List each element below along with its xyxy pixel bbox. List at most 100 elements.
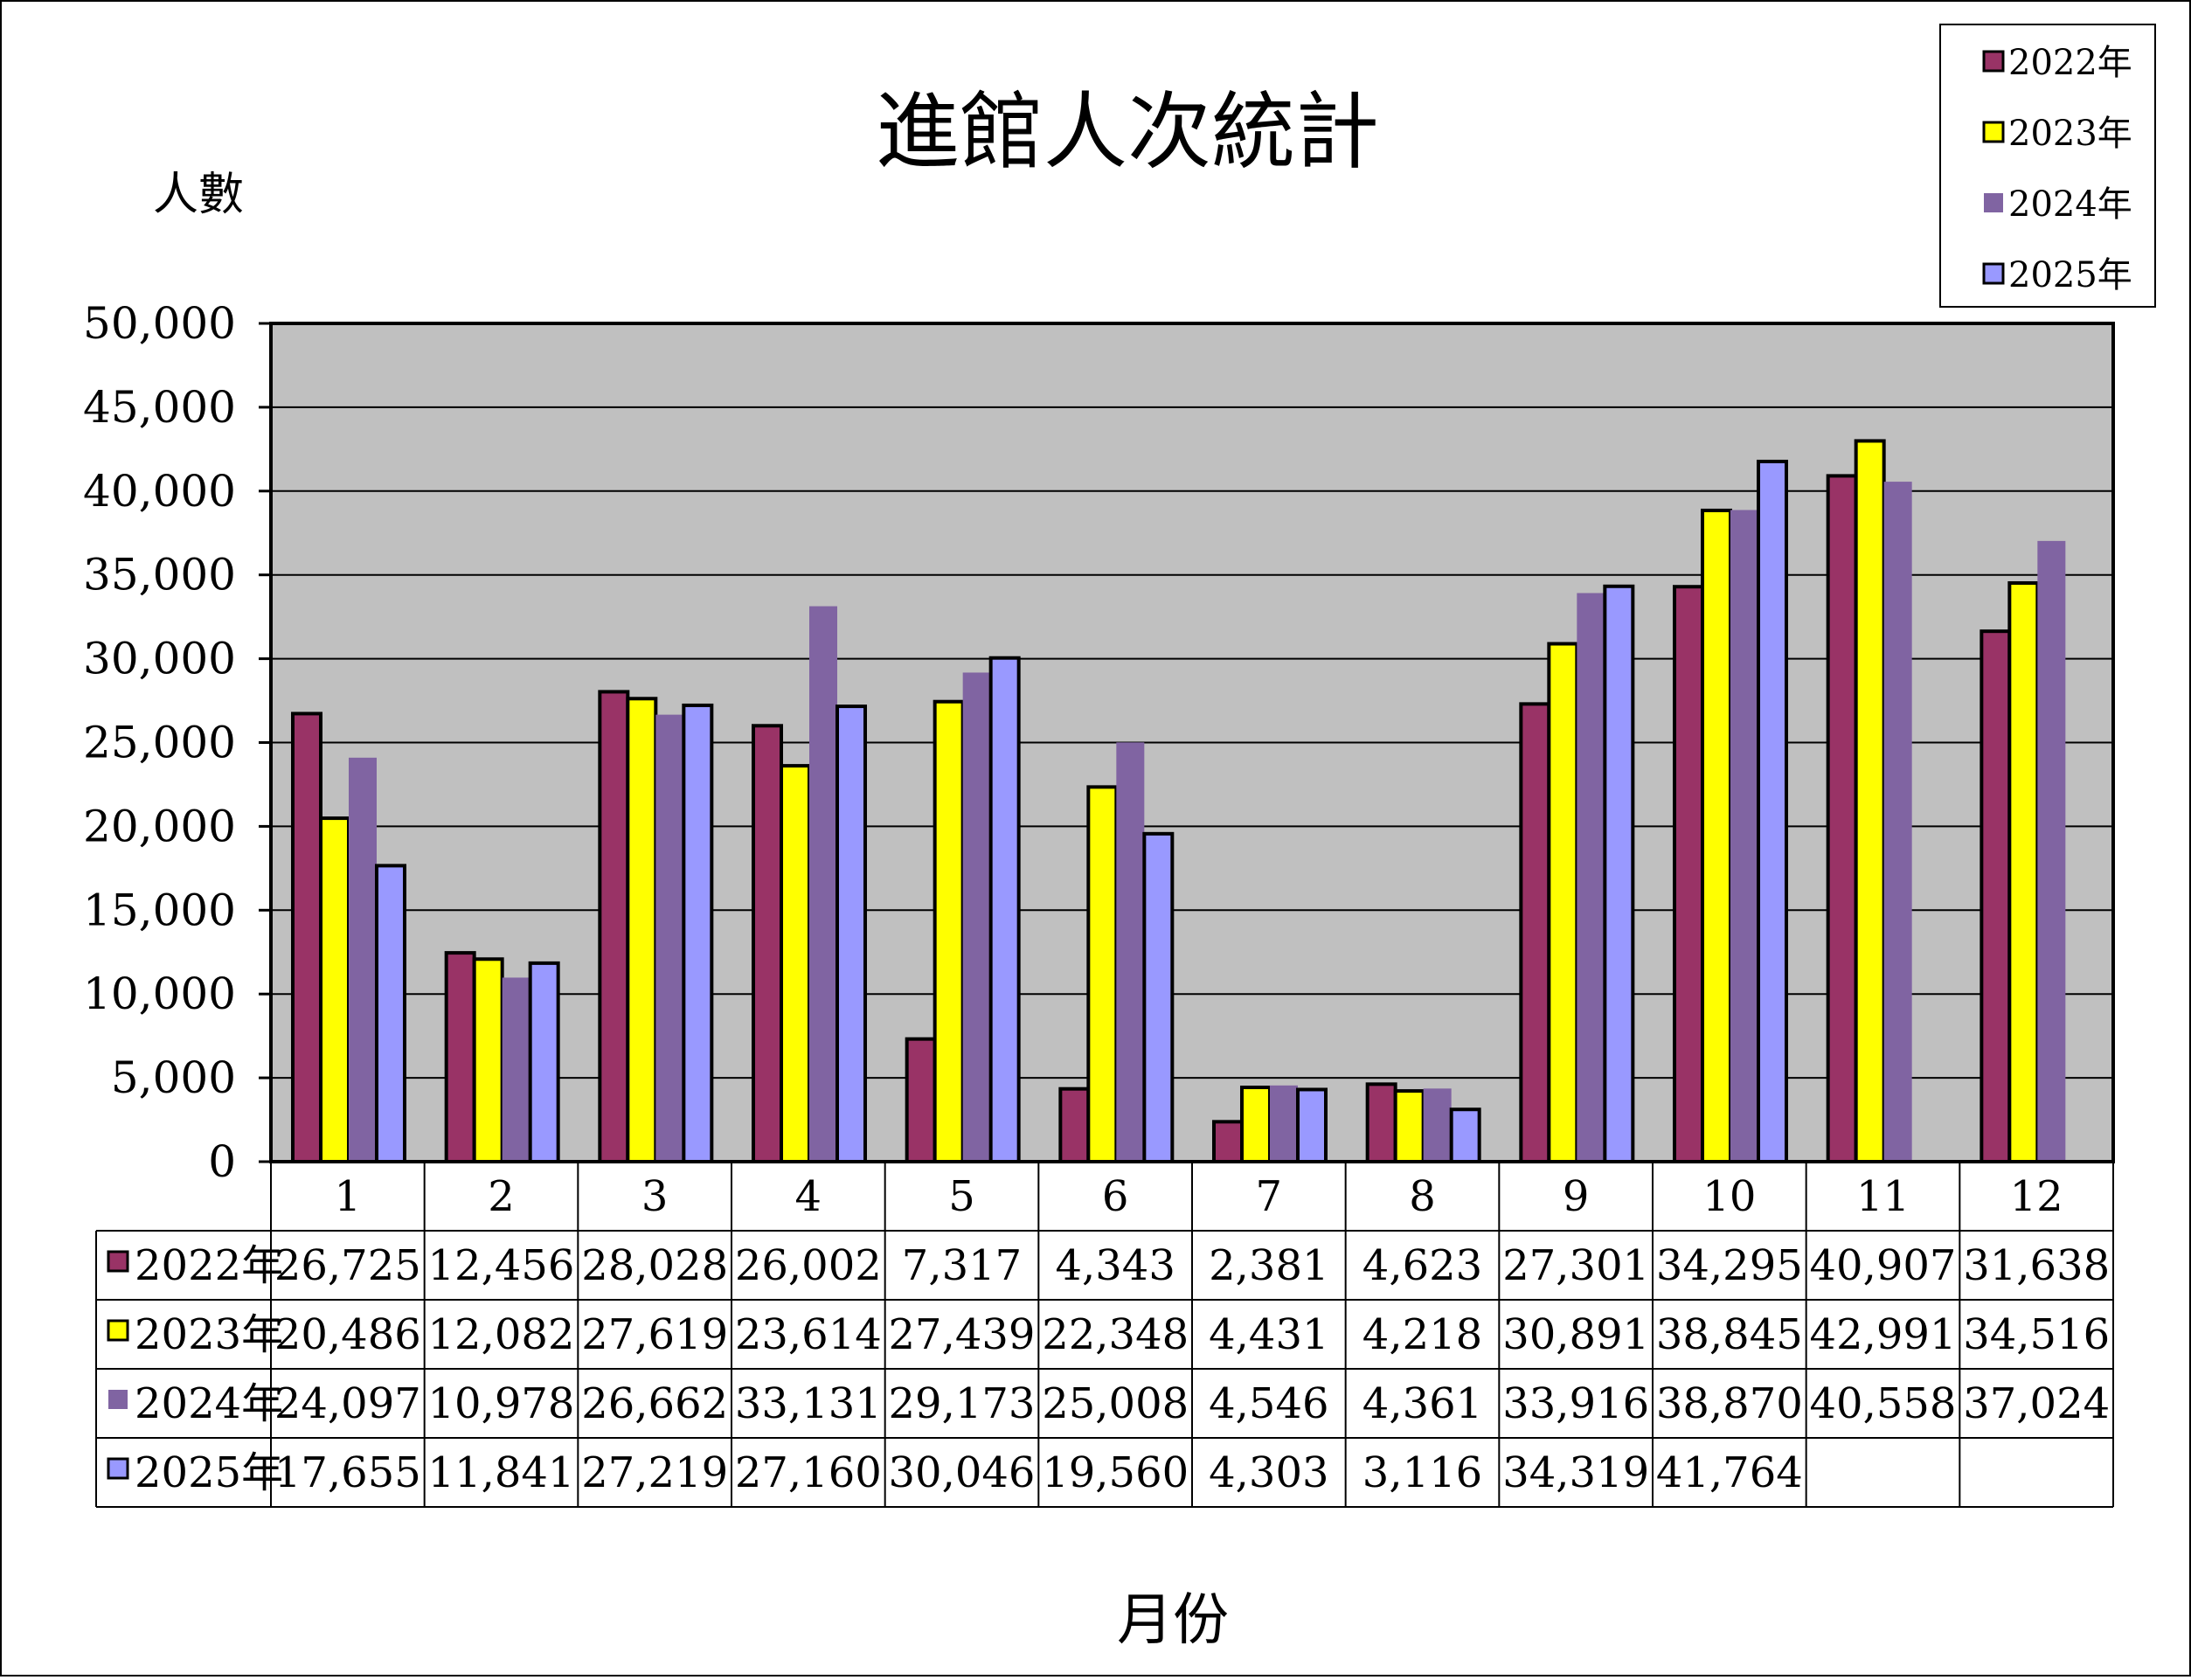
- y-tick-label: 35,000: [83, 550, 236, 600]
- bar: [682, 703, 714, 1163]
- bar: [1577, 593, 1605, 1162]
- bar: [933, 699, 965, 1163]
- legend-label: 2022年: [2008, 43, 2132, 83]
- data-label: 26,725: [274, 1241, 421, 1290]
- data-label: 20,486: [274, 1310, 421, 1359]
- data-label: 10,978: [428, 1379, 575, 1428]
- data-label: 4,546: [1209, 1379, 1328, 1428]
- data-label: 40,907: [1810, 1241, 1957, 1290]
- bar: [2037, 540, 2066, 1162]
- data-label: 27,301: [1502, 1241, 1649, 1290]
- bar: [2007, 580, 2040, 1163]
- table-legend-key: [107, 1457, 129, 1480]
- bar: [1142, 831, 1175, 1163]
- table-legend-key: [107, 1250, 129, 1273]
- x-axis-label: 月份: [1117, 1588, 1229, 1653]
- bar: [1116, 742, 1145, 1162]
- data-label: 17,655: [274, 1448, 421, 1497]
- bar: [291, 712, 322, 1163]
- bar: [780, 764, 811, 1164]
- data-label: 22,348: [1042, 1310, 1189, 1359]
- y-tick-label: 10,000: [83, 968, 236, 1019]
- bar: [1673, 585, 1704, 1163]
- x-tick-label: 2: [488, 1172, 515, 1221]
- bar: [472, 957, 504, 1163]
- bar: [1883, 482, 1912, 1162]
- bar: [1980, 629, 2012, 1163]
- data-label: 40,558: [1810, 1379, 1957, 1428]
- bar: [962, 672, 991, 1162]
- bar: [655, 714, 684, 1162]
- bar: [1519, 702, 1551, 1163]
- table-series-name: 2023年: [135, 1310, 283, 1359]
- data-label: 30,891: [1502, 1310, 1649, 1359]
- x-tick-label: 12: [2010, 1172, 2063, 1221]
- data-label: 26,002: [735, 1241, 882, 1290]
- bar: [349, 757, 377, 1162]
- data-label: 27,219: [581, 1448, 728, 1497]
- bar: [1058, 1086, 1091, 1164]
- bar: [1826, 474, 1858, 1163]
- legend-label: 2024年: [2008, 184, 2132, 225]
- bar: [752, 724, 783, 1163]
- y-axis-label: 人數: [153, 169, 244, 221]
- bar: [809, 606, 837, 1162]
- y-tick-labels: 0 5,000 10,000 15,000 20,000 25,000 30,000 35,0…: [83, 298, 236, 1187]
- bar: [1240, 1086, 1272, 1164]
- data-label: 19,560: [1042, 1448, 1189, 1497]
- y-tick-label: 40,000: [83, 466, 236, 517]
- legend-key: [1982, 121, 2005, 143]
- bar: [502, 977, 530, 1162]
- y-tick-label: 15,000: [83, 885, 236, 935]
- legend: 2022年 2023年 2024年 2025年: [1939, 24, 2156, 308]
- y-tick-label: 30,000: [83, 634, 236, 684]
- x-tick-label: 5: [948, 1172, 975, 1221]
- bar: [1212, 1120, 1244, 1163]
- x-tick-label: 3: [641, 1172, 669, 1221]
- bar: [988, 656, 1021, 1163]
- data-label: 30,046: [889, 1448, 1036, 1497]
- table-series-name: 2025年: [135, 1448, 283, 1497]
- bar: [1270, 1085, 1298, 1162]
- data-label: 27,160: [735, 1448, 882, 1497]
- y-tick-label: 5,000: [111, 1052, 236, 1103]
- bar: [1086, 785, 1119, 1163]
- x-tick-label: 7: [1256, 1172, 1283, 1221]
- bar: [1449, 1107, 1481, 1163]
- y-tick-label: 45,000: [83, 382, 236, 433]
- bar: [905, 1037, 937, 1163]
- legend-key: [1984, 193, 2003, 212]
- bar: [1365, 1082, 1397, 1163]
- legend-key: [1982, 50, 2005, 73]
- table-legend-key: [107, 1319, 129, 1342]
- data-label: 27,439: [889, 1310, 1036, 1359]
- x-tick-label: 4: [795, 1172, 822, 1221]
- bar: [1423, 1088, 1452, 1162]
- chart-title: 進館人次統計: [876, 83, 1379, 181]
- data-label: 38,845: [1656, 1310, 1803, 1359]
- data-label: 34,516: [1963, 1310, 2110, 1359]
- x-tick-label: 11: [1856, 1172, 1910, 1221]
- y-tick-label: 20,000: [83, 801, 236, 851]
- data-label: 2,381: [1209, 1241, 1328, 1290]
- table-series-name: 2022年: [135, 1241, 283, 1290]
- data-label: 33,131: [735, 1379, 882, 1428]
- data-label: 7,317: [902, 1241, 1022, 1290]
- data-label: 34,295: [1656, 1241, 1803, 1290]
- data-label: 12,456: [428, 1241, 575, 1290]
- data-label: 27,619: [581, 1310, 728, 1359]
- data-label: 29,173: [889, 1379, 1036, 1428]
- x-tick-label: 9: [1563, 1172, 1590, 1221]
- data-label: 26,662: [581, 1379, 728, 1428]
- bar: [1603, 584, 1635, 1163]
- bar: [319, 816, 350, 1163]
- data-label: 4,343: [1055, 1241, 1175, 1290]
- bar: [598, 690, 630, 1163]
- bar: [1757, 459, 1788, 1163]
- data-label: 23,614: [735, 1310, 882, 1359]
- bar: [1701, 508, 1732, 1163]
- data-label: 37,024: [1963, 1379, 2110, 1428]
